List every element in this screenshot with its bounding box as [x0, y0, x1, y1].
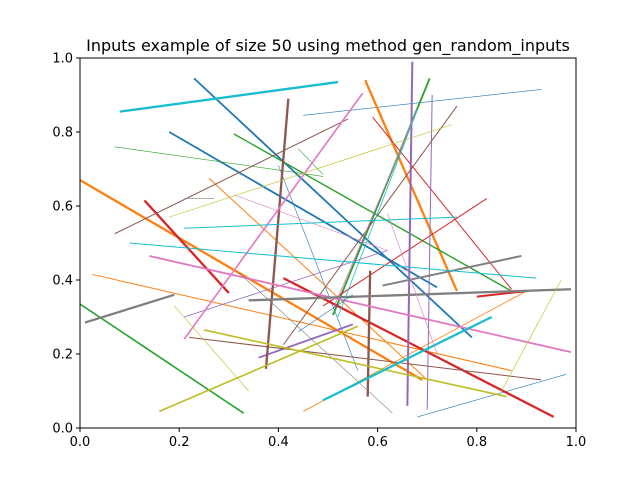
segment-43 — [501, 279, 562, 392]
segment-47 — [184, 216, 457, 229]
segment-46 — [129, 242, 537, 279]
segment-45 — [322, 315, 493, 402]
segment-19 — [372, 116, 512, 290]
segment-34 — [84, 293, 175, 324]
segment-41 — [169, 124, 453, 218]
segment-29 — [282, 105, 458, 346]
segment-15 — [298, 148, 324, 175]
y-tick-label-5: 1.0 — [52, 52, 73, 67]
y-axis: 0.0 0.2 0.4 0.6 0.8 1.0 — [52, 52, 80, 437]
segment-5 — [278, 165, 359, 371]
x-axis: 0.0 0.2 0.4 0.6 0.8 1.0 — [70, 428, 587, 450]
x-tick-label-4: 0.8 — [466, 435, 487, 450]
segment-30 — [183, 92, 364, 340]
segment-37 — [238, 272, 393, 414]
segment-4 — [417, 374, 567, 418]
segment-9 — [208, 177, 428, 381]
y-tick-label-1: 0.2 — [52, 348, 73, 363]
segment-32 — [332, 109, 418, 310]
segment-13 — [233, 133, 512, 292]
chart-title: Inputs example of size 50 using method g… — [86, 36, 570, 56]
segment-3 — [303, 89, 542, 116]
segment-25 — [264, 98, 290, 369]
axes-frame — [79, 57, 577, 429]
y-tick-label-4: 0.8 — [52, 126, 73, 141]
y-tick-label-2: 0.4 — [52, 274, 73, 289]
segment-39 — [159, 325, 359, 413]
x-tick-label-5: 1.0 — [566, 435, 587, 450]
y-tick-label-0: 0.0 — [52, 422, 73, 437]
segments-layer — [80, 61, 572, 418]
segment-16 — [143, 199, 230, 294]
x-tick-label-2: 0.4 — [268, 435, 289, 450]
segment-50 — [387, 213, 438, 355]
segment-49 — [298, 294, 353, 333]
segment-20 — [322, 198, 487, 307]
x-tick-label-0: 0.0 — [70, 435, 91, 450]
segment-14 — [114, 146, 324, 177]
segment-21 — [406, 61, 414, 406]
y-tick-label-3: 0.6 — [52, 200, 73, 215]
segment-35 — [248, 288, 572, 302]
segment-40 — [203, 329, 507, 398]
segment-2 — [168, 131, 438, 289]
segment-8 — [92, 273, 512, 372]
x-tick-label-1: 0.2 — [169, 435, 190, 450]
segment-23 — [426, 94, 433, 410]
segment-27 — [114, 118, 349, 235]
segment-26 — [366, 270, 372, 397]
segment-48 — [337, 109, 418, 318]
plot-area — [79, 57, 577, 429]
segment-28 — [189, 336, 542, 381]
segment-22 — [258, 323, 354, 359]
segment-31 — [149, 255, 572, 354]
segment-42 — [174, 305, 249, 392]
x-tick-label-3: 0.6 — [367, 435, 388, 450]
segment-44 — [119, 80, 339, 113]
segment-11 — [80, 303, 245, 414]
segment-17 — [282, 277, 555, 418]
